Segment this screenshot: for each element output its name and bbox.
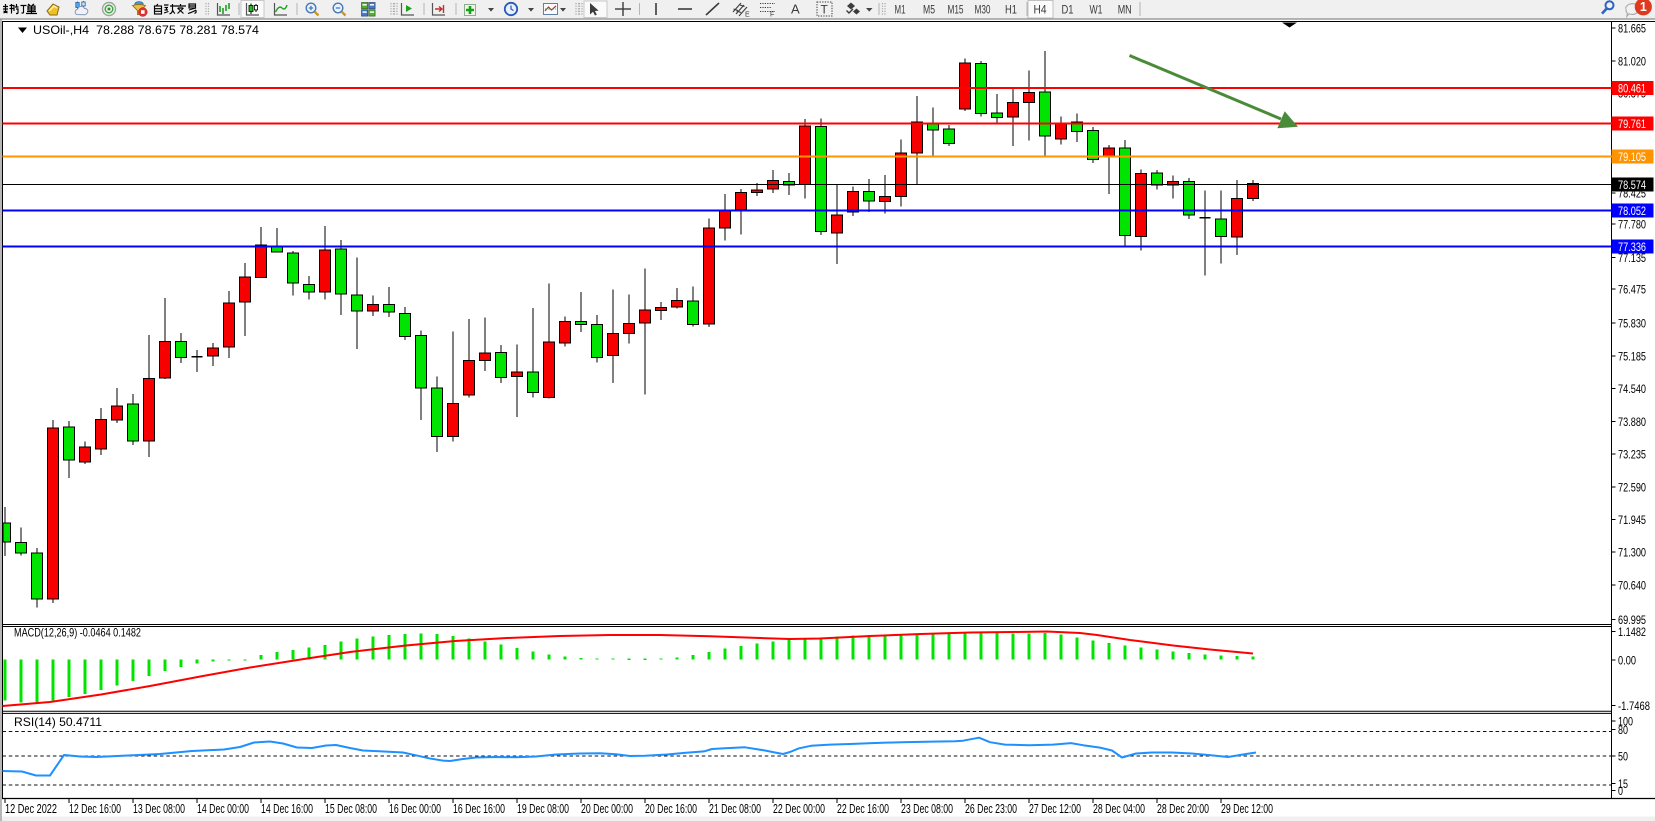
svg-text:81.020: 81.020: [1618, 54, 1646, 68]
svg-text:70.640: 70.640: [1618, 578, 1646, 592]
svg-text:F: F: [770, 12, 774, 19]
svg-text:14 Dec 16:00: 14 Dec 16:00: [261, 802, 313, 816]
svg-text:69.995: 69.995: [1618, 613, 1646, 627]
svg-text:75.185: 75.185: [1618, 349, 1646, 363]
svg-text:MN: MN: [1118, 3, 1132, 17]
svg-text:73.880: 73.880: [1618, 415, 1646, 429]
svg-text:76.475: 76.475: [1618, 282, 1646, 296]
svg-text:W1: W1: [1090, 3, 1103, 17]
svg-text:H4: H4: [1034, 3, 1047, 17]
svg-text:28 Dec 04:00: 28 Dec 04:00: [1093, 802, 1145, 816]
svg-text:15: 15: [1618, 777, 1628, 791]
svg-text:20 Dec 16:00: 20 Dec 16:00: [645, 802, 697, 816]
svg-text:75.830: 75.830: [1618, 316, 1646, 330]
svg-text:19 Dec 08:00: 19 Dec 08:00: [517, 802, 569, 816]
svg-text:21 Dec 08:00: 21 Dec 08:00: [709, 802, 761, 816]
svg-text:28 Dec 20:00: 28 Dec 20:00: [1157, 802, 1209, 816]
svg-text:16 Dec 00:00: 16 Dec 00:00: [389, 802, 441, 816]
svg-text:78.052: 78.052: [1618, 204, 1646, 218]
svg-text:E: E: [745, 12, 750, 19]
svg-text:80.461: 80.461: [1618, 81, 1646, 95]
svg-text:79.105: 79.105: [1618, 150, 1646, 164]
svg-text:M30: M30: [975, 3, 991, 17]
svg-text:100: 100: [1618, 714, 1633, 728]
svg-text:72.590: 72.590: [1618, 480, 1646, 494]
svg-text:M15: M15: [948, 3, 964, 17]
svg-text:77.336: 77.336: [1618, 240, 1646, 254]
svg-text:73.235: 73.235: [1618, 447, 1646, 461]
svg-text:12 Dec 2022: 12 Dec 2022: [5, 802, 57, 816]
svg-text:1: 1: [1640, 0, 1647, 14]
svg-text:20 Dec 00:00: 20 Dec 00:00: [581, 802, 633, 816]
svg-text:15 Dec 08:00: 15 Dec 08:00: [325, 802, 377, 816]
svg-text:71.300: 71.300: [1618, 545, 1646, 559]
svg-text:80: 80: [1618, 723, 1628, 737]
svg-text:71.945: 71.945: [1618, 513, 1646, 527]
svg-text:81.665: 81.665: [1618, 21, 1646, 35]
svg-text:79.761: 79.761: [1618, 117, 1646, 131]
svg-text:M1: M1: [895, 3, 906, 17]
svg-text:26 Dec 23:00: 26 Dec 23:00: [965, 802, 1017, 816]
svg-text:27 Dec 12:00: 27 Dec 12:00: [1029, 802, 1081, 816]
svg-text:0: 0: [1618, 784, 1623, 798]
svg-text:13 Dec 08:00: 13 Dec 08:00: [133, 802, 185, 816]
svg-text:H1: H1: [1005, 3, 1017, 17]
svg-text:16 Dec 16:00: 16 Dec 16:00: [453, 802, 505, 816]
svg-text:77.135: 77.135: [1618, 251, 1646, 265]
svg-text:14 Dec 00:00: 14 Dec 00:00: [197, 802, 249, 816]
svg-text:USOil-,H4 78.288 78.675 78.28: USOil-,H4 78.288 78.675 78.281 78.574: [33, 23, 259, 37]
svg-text:78.574: 78.574: [1618, 178, 1646, 192]
svg-text:D1: D1: [1062, 3, 1074, 17]
svg-text:29 Dec 12:00: 29 Dec 12:00: [1221, 802, 1273, 816]
svg-text:0.00: 0.00: [1618, 653, 1636, 667]
svg-text:MACD(12,26,9) -0.0464 0.1482: MACD(12,26,9) -0.0464 0.1482: [14, 626, 141, 640]
svg-text:50: 50: [1618, 749, 1628, 763]
svg-text:RSI(14) 50.4711: RSI(14) 50.4711: [14, 715, 102, 729]
svg-text:M5: M5: [923, 3, 935, 17]
svg-text:T: T: [821, 3, 829, 17]
svg-text:-1.7468: -1.7468: [1618, 699, 1650, 713]
svg-text:23 Dec 08:00: 23 Dec 08:00: [901, 802, 953, 816]
svg-text:22 Dec 00:00: 22 Dec 00:00: [773, 802, 825, 816]
svg-text:74.540: 74.540: [1618, 382, 1646, 396]
svg-text:A: A: [791, 2, 800, 17]
svg-text:12 Dec 16:00: 12 Dec 16:00: [69, 802, 121, 816]
svg-text:22 Dec 16:00: 22 Dec 16:00: [837, 802, 889, 816]
svg-text:77.780: 77.780: [1618, 217, 1646, 231]
svg-text:1.1482: 1.1482: [1618, 625, 1646, 639]
